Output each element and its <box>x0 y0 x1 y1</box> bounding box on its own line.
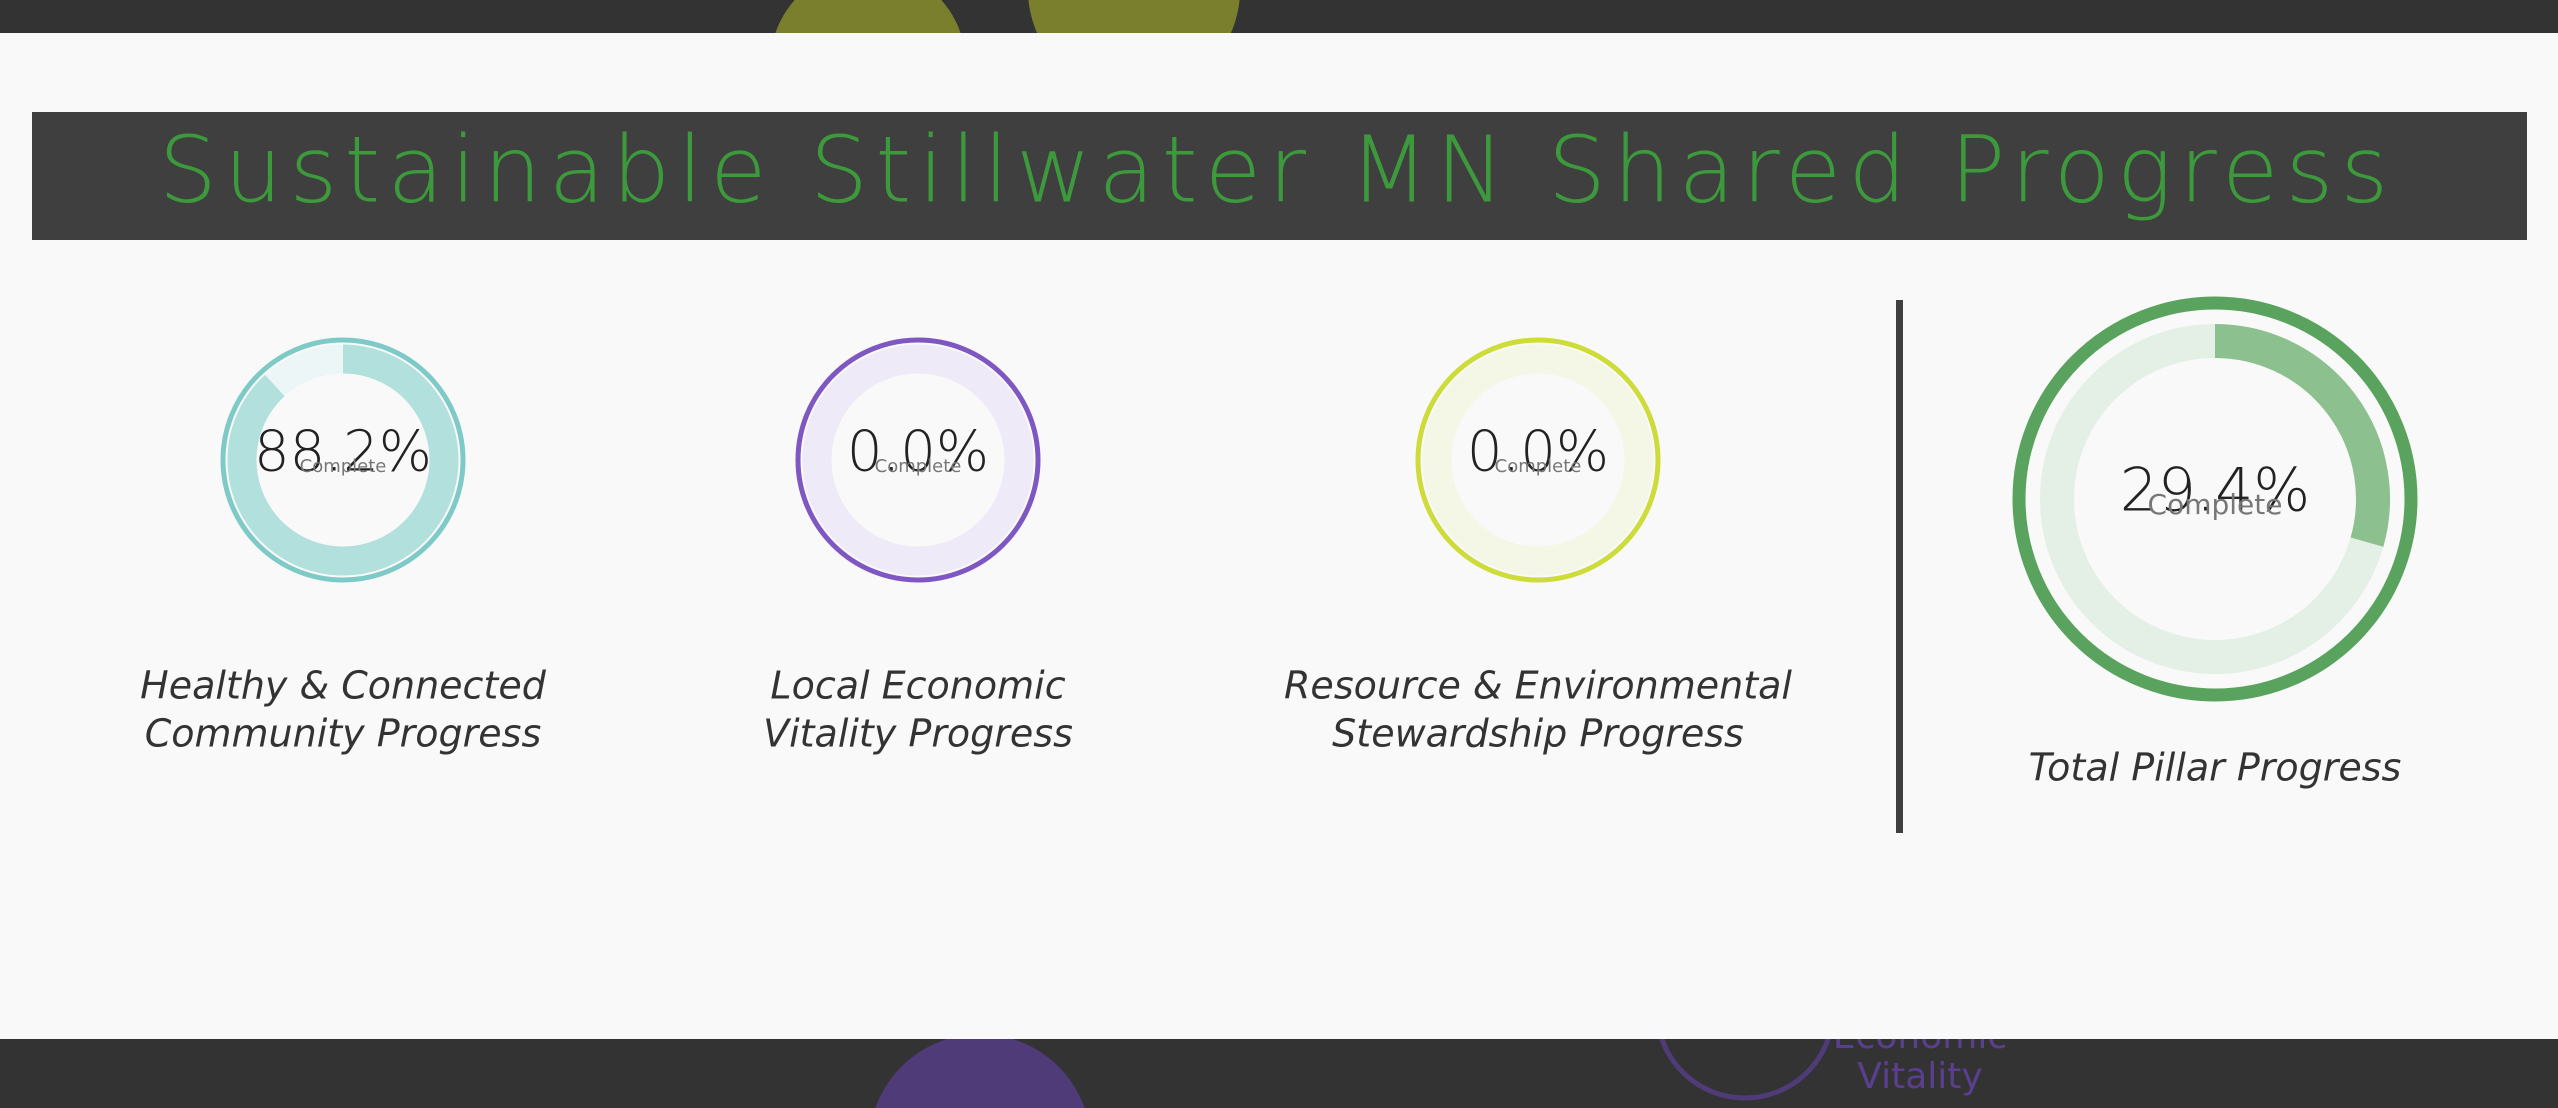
decor-circle <box>875 1034 1085 1108</box>
gauge-title: Vitality Progress <box>763 712 1073 756</box>
gauge-title: Resource & Environmental <box>1284 664 1792 708</box>
gauge-track <box>802 344 1034 576</box>
gauge-title: Local Economic <box>770 664 1065 708</box>
gauge-value: 88.2% <box>254 419 432 484</box>
gauge-value: 29.4% <box>2120 456 2311 526</box>
gauge-value: 0.0% <box>847 419 989 484</box>
gauge-ring <box>795 337 1041 583</box>
divider <box>1896 300 1903 833</box>
gauge-caption: Complete <box>2148 488 2283 521</box>
gauge-ring <box>2012 296 2418 702</box>
gauge-progress <box>227 344 459 576</box>
title-banner <box>32 112 2527 240</box>
gauge-caption: Complete <box>300 456 387 477</box>
page-title: Sustainable Stillwater MN Shared Progres… <box>159 117 2396 224</box>
gauge-title: Healthy & Connected <box>140 664 547 708</box>
gauge-value: 0.0% <box>1467 419 1609 484</box>
gauge-ring <box>220 337 466 583</box>
gauge-progress <box>2214 324 2390 547</box>
gauge-track <box>1422 344 1654 576</box>
gauge-title: Total Pillar Progress <box>2029 746 2402 790</box>
gauge-title: Stewardship Progress <box>1332 712 1744 756</box>
gauge-caption: Complete <box>1495 456 1582 477</box>
gauge-ring <box>1415 337 1661 583</box>
gauge-caption: Complete <box>875 456 962 477</box>
footer-text: Vitality <box>1857 1056 1982 1097</box>
gauge-title: Community Progress <box>145 712 542 756</box>
